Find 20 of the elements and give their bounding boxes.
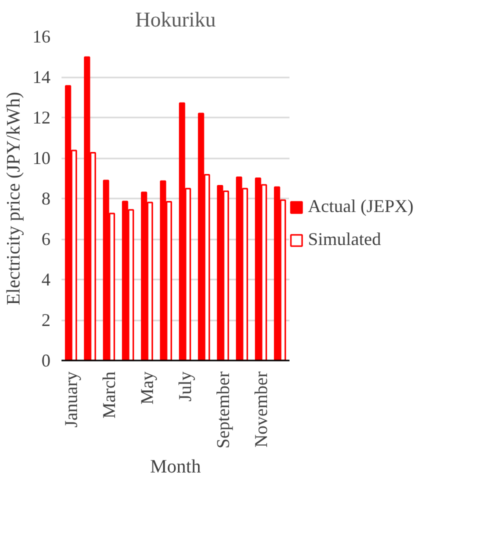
y-tick-label: 16 bbox=[32, 26, 50, 46]
y-tick-label: 12 bbox=[32, 108, 50, 128]
y-axis-title: Electricity price (JPY/kWh) bbox=[4, 92, 24, 306]
y-tick-label: 14 bbox=[32, 67, 50, 87]
x-tick-label: March bbox=[99, 371, 119, 418]
legend-label: Actual (JEPX) bbox=[308, 196, 414, 217]
x-tick-label: January bbox=[61, 371, 81, 428]
y-tick-label: 0 bbox=[42, 350, 50, 370]
y-tick-label: 6 bbox=[42, 229, 50, 249]
y-tick-label: 8 bbox=[42, 188, 50, 208]
chart-title: Hokuriku bbox=[135, 8, 216, 32]
x-tick-label: September bbox=[213, 371, 233, 448]
x-tick-label: November bbox=[251, 371, 271, 448]
x-axis-title: Month bbox=[150, 456, 202, 478]
x-tick-label: July bbox=[175, 371, 195, 402]
y-tick-label: 10 bbox=[32, 148, 50, 168]
y-tick-label: 2 bbox=[42, 310, 50, 330]
legend-label: Simulated bbox=[308, 229, 381, 250]
y-tick-label: 4 bbox=[42, 270, 50, 290]
x-tick-label: May bbox=[137, 371, 157, 404]
